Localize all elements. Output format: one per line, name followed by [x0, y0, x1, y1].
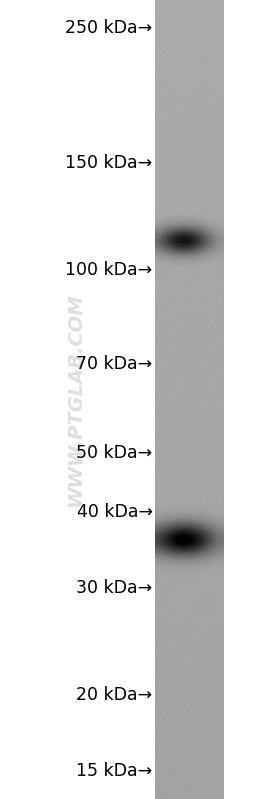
Text: 15 kDa→: 15 kDa→ [76, 762, 153, 780]
Text: 100 kDa→: 100 kDa→ [66, 261, 153, 279]
Text: WWW.PTGLAB.COM: WWW.PTGLAB.COM [66, 292, 85, 507]
Text: 40 kDa→: 40 kDa→ [77, 503, 153, 521]
Text: 20 kDa→: 20 kDa→ [76, 686, 153, 704]
Text: 30 kDa→: 30 kDa→ [76, 579, 153, 597]
Text: 150 kDa→: 150 kDa→ [66, 154, 153, 172]
Text: 70 kDa→: 70 kDa→ [76, 356, 153, 373]
Text: 50 kDa→: 50 kDa→ [76, 444, 153, 462]
Text: 250 kDa→: 250 kDa→ [66, 19, 153, 37]
